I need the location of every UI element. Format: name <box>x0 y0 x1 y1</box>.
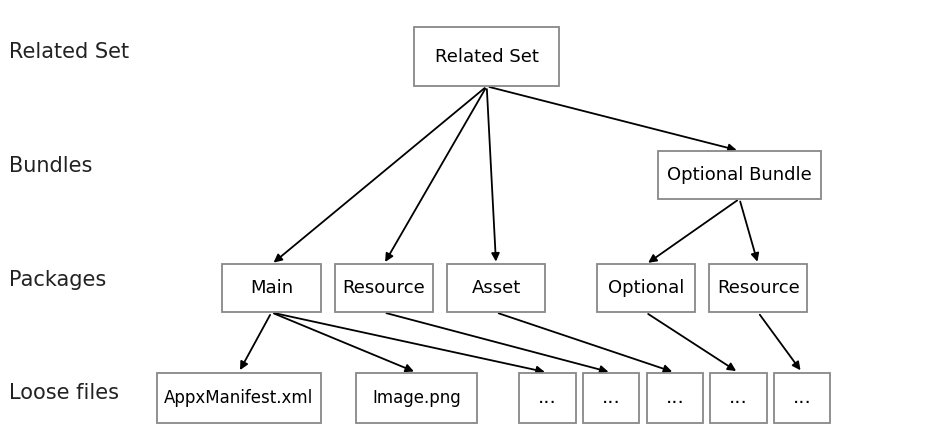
Text: ...: ... <box>665 388 684 407</box>
FancyBboxPatch shape <box>657 151 822 199</box>
Text: AppxManifest.xml: AppxManifest.xml <box>164 388 314 407</box>
FancyBboxPatch shape <box>597 264 695 312</box>
FancyBboxPatch shape <box>774 372 830 423</box>
Text: Image.png: Image.png <box>373 388 461 407</box>
FancyBboxPatch shape <box>157 372 321 423</box>
Text: Packages: Packages <box>9 270 107 290</box>
FancyBboxPatch shape <box>710 372 767 423</box>
FancyBboxPatch shape <box>335 264 432 312</box>
FancyBboxPatch shape <box>447 264 546 312</box>
Text: Optional Bundle: Optional Bundle <box>667 166 812 184</box>
Text: Related Set: Related Set <box>435 48 538 66</box>
Text: ...: ... <box>538 388 557 407</box>
Text: Asset: Asset <box>472 279 520 298</box>
Text: Bundles: Bundles <box>9 156 93 176</box>
FancyBboxPatch shape <box>356 372 477 423</box>
Text: Related Set: Related Set <box>9 42 129 62</box>
Text: Optional: Optional <box>607 279 684 298</box>
Text: Loose files: Loose files <box>9 383 120 403</box>
FancyBboxPatch shape <box>709 264 808 312</box>
Text: Resource: Resource <box>343 279 425 298</box>
FancyBboxPatch shape <box>583 372 639 423</box>
Text: ...: ... <box>729 388 748 407</box>
FancyBboxPatch shape <box>647 372 703 423</box>
FancyBboxPatch shape <box>223 264 320 312</box>
Text: ...: ... <box>602 388 621 407</box>
FancyBboxPatch shape <box>519 372 576 423</box>
Text: ...: ... <box>793 388 812 407</box>
Text: Main: Main <box>250 279 293 298</box>
FancyBboxPatch shape <box>415 27 560 87</box>
Text: Resource: Resource <box>717 279 799 298</box>
